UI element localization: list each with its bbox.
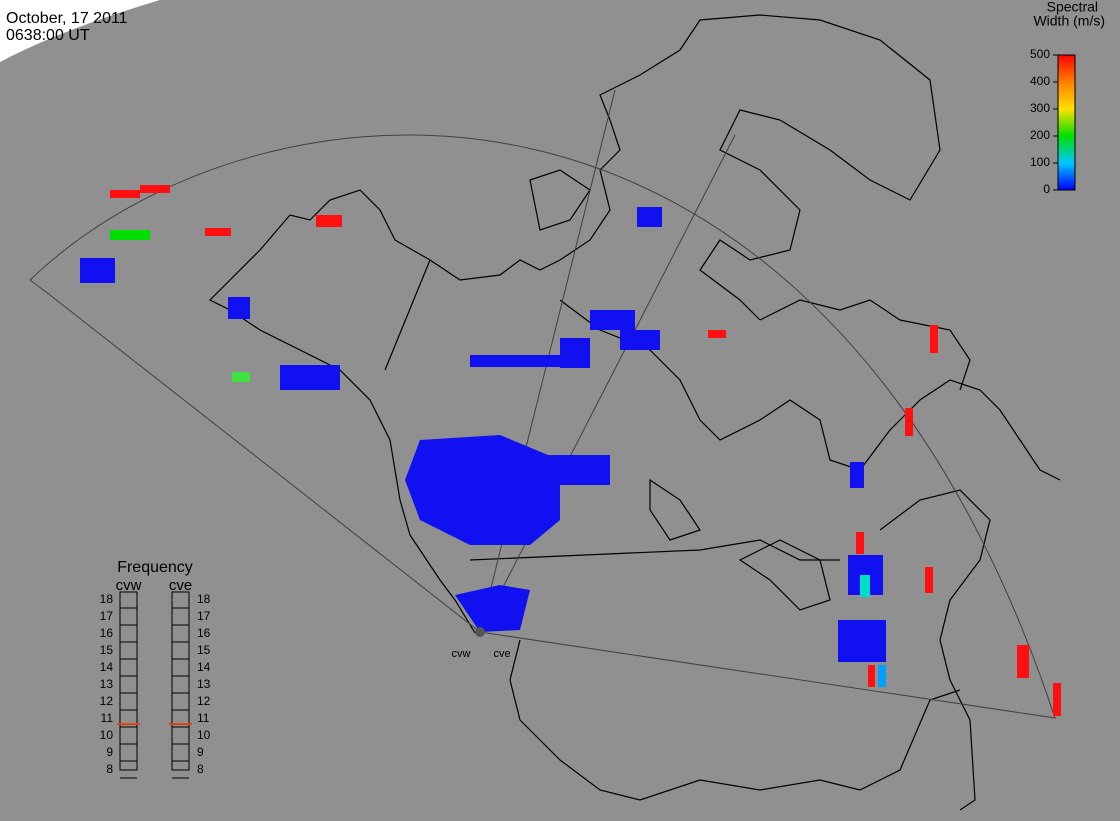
frequency-tick-label: 10 [197, 728, 211, 742]
frequency-tick-label: 12 [197, 694, 211, 708]
frequency-tick-label: 15 [197, 643, 211, 657]
frequency-tick-label: 14 [197, 660, 211, 674]
frequency-tick-label: 14 [100, 660, 114, 674]
radar-name: cvw [116, 577, 142, 594]
colorbar-tick-label: 200 [1030, 128, 1050, 142]
frequency-tick-label: 16 [100, 626, 114, 640]
frequency-title: Frequency [117, 559, 193, 576]
radar-name: cve [169, 577, 192, 594]
frequency-box [171, 591, 190, 771]
colorbar-tick-label: 500 [1030, 47, 1050, 61]
frequency-tick-label: 11 [197, 711, 210, 725]
frequency-tick-label: 17 [100, 609, 114, 623]
frequency-tick-label: 9 [197, 745, 204, 759]
colorbar-title: Spectral [1047, 0, 1098, 15]
frequency-tick-label: 8 [106, 762, 113, 776]
frequency-tick-label: 11 [101, 711, 114, 725]
frequency-box [119, 591, 138, 771]
colorbar [1057, 54, 1076, 191]
daylight-region [0, 0, 160, 62]
site-label: cvw [452, 648, 471, 660]
frequency-tick-label: 12 [100, 694, 114, 708]
site-label: cve [493, 648, 510, 660]
frequency-tick-label: 8 [197, 762, 204, 776]
frequency-tick-label: 18 [197, 592, 211, 606]
colorbar-tick-label: 300 [1030, 101, 1050, 115]
time: 0638:00 UT [6, 27, 90, 44]
frequency-tick-label: 16 [197, 626, 211, 640]
colorbar-title: Width (m/s) [1033, 13, 1105, 29]
frequency-tick-label: 13 [197, 677, 211, 691]
colorbar-tick-label: 100 [1030, 155, 1050, 169]
colorbar-tick-label: 400 [1030, 74, 1050, 88]
frequency-tick-label: 18 [100, 592, 114, 606]
colorbar-tick-label: 0 [1043, 182, 1050, 196]
coastlines [208, 14, 1061, 811]
frequency-tick-label: 17 [197, 609, 211, 623]
frequency-tick-label: 15 [100, 643, 114, 657]
date: October, 17 2011 [6, 10, 128, 27]
radar-site [475, 627, 485, 637]
frequency-tick-label: 9 [106, 745, 113, 759]
frequency-tick-label: 10 [100, 728, 114, 742]
radar-echoes [80, 185, 1061, 716]
frequency-tick-label: 13 [100, 677, 114, 691]
